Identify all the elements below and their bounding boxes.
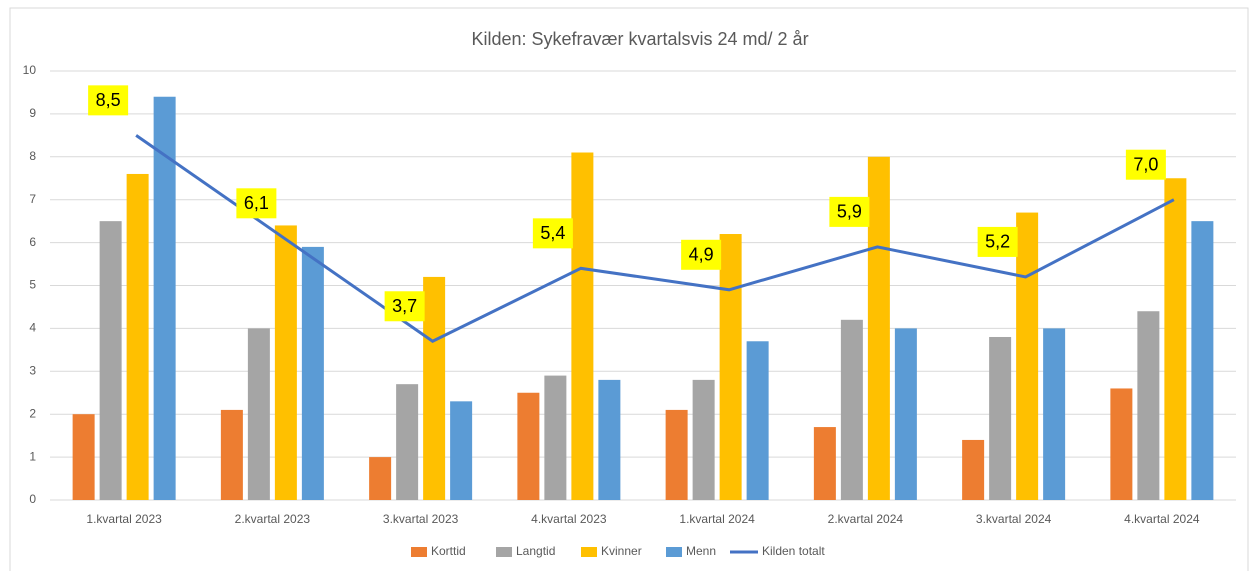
legend-swatch [666, 547, 682, 557]
x-tick-label: 1.kvartal 2023 [86, 512, 162, 526]
y-tick-label: 4 [29, 321, 36, 335]
data-label-bg [977, 226, 1018, 257]
line [135, 134, 1175, 344]
data-label-bg [532, 218, 573, 249]
bar [301, 246, 324, 500]
legend-swatch [496, 547, 512, 557]
y-tick-label: 5 [29, 278, 36, 292]
bar [813, 427, 836, 500]
legend-swatch [411, 547, 427, 557]
bar [450, 401, 473, 500]
y-tick-label: 6 [29, 235, 36, 249]
bar [1016, 212, 1039, 500]
data-label-bg [384, 291, 425, 322]
data-label: 5,9 [837, 202, 862, 222]
bar [962, 439, 985, 500]
bar [1137, 311, 1160, 500]
x-tick-label: 4.kvartal 2024 [1124, 512, 1200, 526]
bar [274, 225, 297, 500]
bar [746, 341, 769, 500]
bar [1110, 388, 1133, 500]
bar [867, 156, 890, 501]
bar [1191, 221, 1214, 500]
bar [544, 375, 567, 500]
y-tick-label: 1 [29, 449, 36, 463]
legend-label: Kilden totalt [762, 544, 825, 558]
x-tick-label: 2.kvartal 2023 [235, 512, 311, 526]
legend-label: Korttid [431, 544, 466, 558]
data-label: 4,9 [689, 245, 714, 265]
bar [153, 96, 176, 501]
data-label-bg [829, 196, 870, 227]
bar [692, 379, 715, 500]
legend-label: Langtid [516, 544, 555, 558]
legend-swatch [581, 547, 597, 557]
data-label: 3,7 [392, 296, 417, 316]
y-tick-label: 2 [29, 406, 36, 420]
data-label-bg [236, 188, 277, 219]
bar [571, 152, 594, 500]
data-label: 8,5 [96, 90, 121, 110]
y-tick-label: 3 [29, 363, 36, 377]
x-tick-label: 3.kvartal 2023 [383, 512, 459, 526]
bar [72, 414, 95, 500]
chart-border [9, 7, 1249, 571]
bar [989, 336, 1012, 500]
data-label-bg [681, 239, 722, 270]
data-label: 6,1 [244, 193, 269, 213]
data-label: 5,4 [540, 223, 565, 243]
bar [598, 379, 621, 500]
bar [369, 457, 392, 500]
bar [665, 409, 688, 500]
bar [220, 409, 243, 500]
x-tick-label: 2.kvartal 2024 [828, 512, 904, 526]
data-label: 7,0 [1133, 154, 1158, 174]
bar [396, 384, 419, 500]
bar [423, 276, 446, 500]
x-tick-label: 1.kvartal 2024 [679, 512, 755, 526]
legend-label: Kvinner [601, 544, 642, 558]
bar [247, 328, 270, 500]
y-tick-label: 0 [29, 492, 36, 506]
x-tick-label: 3.kvartal 2024 [976, 512, 1052, 526]
data-label: 5,2 [985, 232, 1010, 252]
bar [126, 173, 149, 500]
bar [894, 328, 917, 500]
bar [517, 392, 540, 500]
y-tick-label: 8 [29, 149, 36, 163]
y-tick-label: 10 [23, 63, 37, 77]
bar [99, 221, 122, 500]
chart-title: Kilden: Sykefravær kvartalsvis 24 md/ 2 … [471, 29, 808, 49]
y-tick-label: 7 [29, 192, 36, 206]
x-tick-label: 4.kvartal 2023 [531, 512, 607, 526]
bar [1164, 178, 1187, 500]
bar [840, 319, 863, 500]
y-tick-label: 9 [29, 106, 36, 120]
legend-label: Menn [686, 544, 716, 558]
data-label-bg [88, 85, 129, 116]
bar [719, 234, 742, 500]
data-label-bg [1125, 149, 1166, 180]
bar [1043, 328, 1066, 500]
